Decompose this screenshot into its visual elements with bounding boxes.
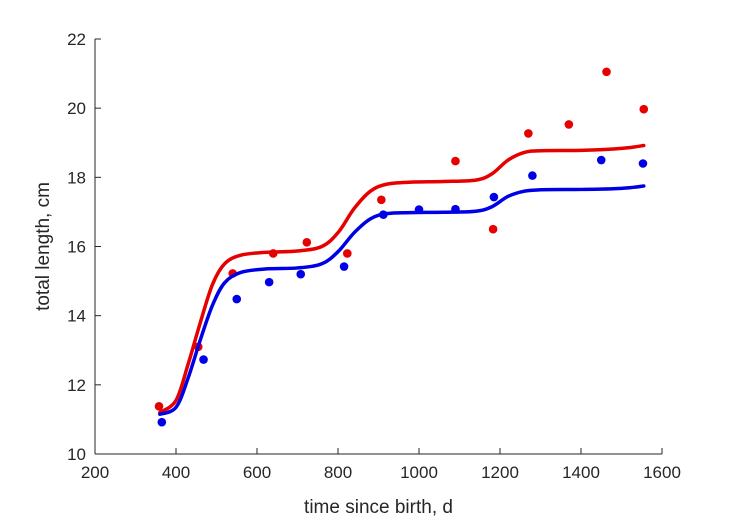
x-tick-label: 1600 (643, 463, 681, 482)
data-point (414, 205, 424, 214)
x-tick-label: 1400 (562, 463, 600, 482)
data-point (564, 120, 574, 129)
y-axis-ticks: 10 12 14 16 18 20 22 (67, 30, 101, 464)
x-tick-label: 200 (81, 463, 109, 482)
data-point (602, 67, 611, 77)
x-tick-label: 600 (243, 463, 271, 482)
data-point (199, 355, 208, 364)
y-tick-label: 16 (67, 238, 86, 257)
data-point (157, 417, 167, 427)
data-point (154, 401, 164, 411)
fit-curve-2 (158, 184, 646, 416)
series-1 (154, 67, 649, 415)
y-tick-label: 22 (67, 30, 86, 49)
x-tick-label: 400 (162, 463, 190, 482)
data-point (379, 210, 388, 219)
x-axis-ticks: 200 400 600 800 1000 1200 1400 1600 (81, 448, 681, 482)
plot-area (154, 67, 649, 427)
x-tick-label: 1200 (481, 463, 519, 482)
series-2 (157, 155, 648, 427)
data-point (268, 249, 278, 258)
data-point (296, 269, 306, 279)
data-point (596, 155, 606, 165)
x-tick-label: 1000 (400, 463, 438, 482)
y-tick-label: 10 (67, 445, 86, 464)
data-point (638, 159, 648, 168)
data-point (232, 294, 242, 304)
y-tick-label: 18 (67, 168, 86, 187)
data-point (302, 238, 312, 247)
data-point (264, 277, 274, 287)
data-point (524, 129, 533, 138)
data-point (451, 156, 460, 166)
data-point (339, 262, 349, 271)
y-tick-label: 12 (67, 376, 86, 395)
data-point (528, 171, 537, 180)
y-tick-label: 20 (67, 99, 86, 118)
data-point (489, 192, 499, 202)
data-point (377, 195, 386, 205)
data-point (343, 249, 352, 258)
fit-curve-1 (158, 143, 646, 415)
data-point (451, 204, 460, 214)
y-tick-label: 14 (67, 307, 86, 326)
y-axis-title: total length, cm (33, 182, 54, 311)
data-point (639, 104, 649, 114)
x-tick-label: 800 (324, 463, 352, 482)
data-point (488, 224, 498, 234)
x-axis-title: time since birth, d (304, 497, 453, 518)
